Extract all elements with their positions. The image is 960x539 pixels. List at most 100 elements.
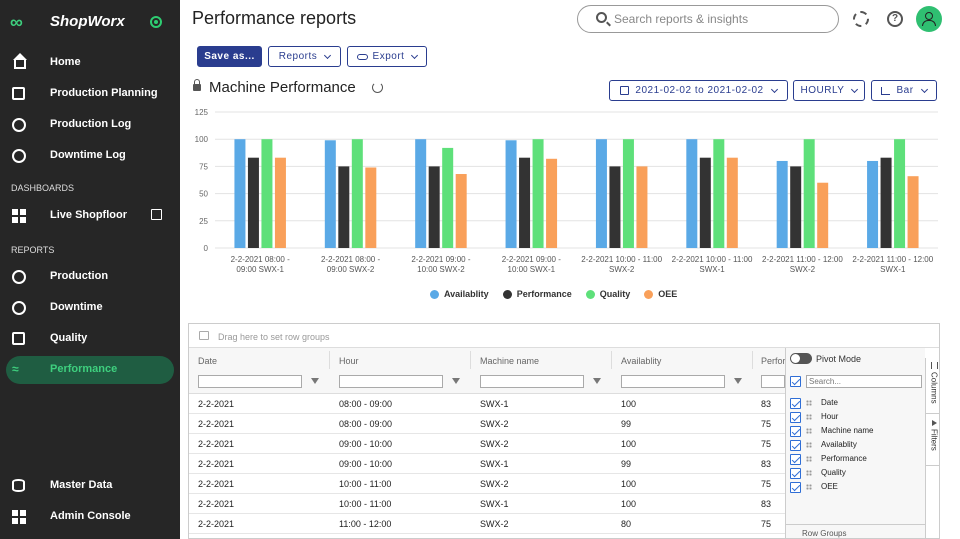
- filter-input-machine-name[interactable]: [480, 375, 584, 388]
- pivot-mode-toggle[interactable]: [790, 353, 812, 364]
- sidebar-item-quality[interactable]: Quality: [6, 325, 174, 353]
- settings-icon[interactable]: [853, 11, 869, 27]
- sidebar-item-downtime[interactable]: Downtime: [6, 294, 174, 322]
- bar-quality[interactable]: [351, 139, 363, 248]
- bar-quality[interactable]: [894, 139, 906, 248]
- column-checkbox[interactable]: [790, 412, 801, 423]
- bar-oee[interactable]: [455, 174, 467, 248]
- column-header-machine-name[interactable]: Machine name: [480, 356, 540, 366]
- table-row[interactable]: 2-2-2021 08:00 - 09:00 SWX-1 100 83: [189, 394, 785, 414]
- column-header-availability[interactable]: Availablity: [621, 356, 662, 366]
- drag-handle-icon[interactable]: [806, 414, 812, 420]
- filter-input-performance[interactable]: [761, 375, 785, 388]
- select-all-checkbox[interactable]: [790, 376, 801, 387]
- bar-performance[interactable]: [790, 166, 802, 248]
- bar-quality[interactable]: [803, 139, 815, 248]
- bar-oee[interactable]: [365, 167, 377, 248]
- bar-oee[interactable]: [907, 176, 919, 248]
- sidebar-item-admin-console[interactable]: Admin Console: [6, 503, 174, 531]
- column-checkbox[interactable]: [790, 426, 801, 437]
- sidebar-item-home[interactable]: Home: [6, 49, 174, 77]
- sidebar-item-production-log[interactable]: Production Log: [6, 111, 174, 139]
- export-dropdown[interactable]: Export: [347, 46, 427, 67]
- tab-columns[interactable]: Columns: [926, 358, 939, 414]
- refresh-icon[interactable]: [372, 82, 383, 93]
- avatar[interactable]: [916, 6, 942, 32]
- drag-handle-icon[interactable]: [806, 484, 812, 490]
- column-resize-handle[interactable]: [470, 351, 471, 369]
- bar-availablity[interactable]: [867, 160, 879, 248]
- sidebar-item-downtime-log[interactable]: Downtime Log: [6, 142, 174, 170]
- filter-icon[interactable]: [311, 378, 319, 384]
- table-row[interactable]: 2-2-2021 08:00 - 09:00 SWX-2 99 75: [189, 414, 785, 434]
- table-row[interactable]: 2-2-2021 09:00 - 10:00 SWX-2 100 75: [189, 434, 785, 454]
- tab-filters[interactable]: Filters: [926, 416, 939, 466]
- bar-oee[interactable]: [726, 157, 738, 248]
- column-checkbox[interactable]: [790, 398, 801, 409]
- column-resize-handle[interactable]: [329, 351, 330, 369]
- column-search-input[interactable]: Search...: [806, 375, 922, 388]
- bar-performance[interactable]: [519, 157, 531, 248]
- bar-oee[interactable]: [274, 157, 286, 248]
- bar-oee[interactable]: [546, 158, 558, 248]
- filter-icon[interactable]: [593, 378, 601, 384]
- save-as-button[interactable]: Save as...: [197, 46, 262, 67]
- bar-availablity[interactable]: [776, 160, 788, 248]
- filter-icon[interactable]: [734, 378, 742, 384]
- bar-availablity[interactable]: [595, 139, 607, 248]
- drag-handle-icon[interactable]: [806, 442, 812, 448]
- chart-type-dropdown[interactable]: Bar: [871, 80, 937, 101]
- column-checkbox[interactable]: [790, 440, 801, 451]
- filter-input-date[interactable]: [198, 375, 302, 388]
- legend-item-performance[interactable]: Performance: [502, 289, 572, 299]
- sidebar-item-master-data[interactable]: Master Data: [6, 472, 174, 500]
- bar-quality[interactable]: [442, 147, 454, 248]
- row-group-drop-zone[interactable]: Drag here to set row groups: [189, 324, 939, 348]
- table-row[interactable]: 2-2-2021 09:00 - 10:00 SWX-1 99 83: [189, 454, 785, 474]
- granularity-dropdown[interactable]: HOURLY: [793, 80, 865, 101]
- help-icon[interactable]: ?: [887, 11, 903, 27]
- sidebar-item-production[interactable]: Production: [6, 263, 174, 291]
- table-row[interactable]: 2-2-2021 11:00 - 12:00 SWX-2 80 75: [189, 514, 785, 534]
- search-input[interactable]: Search reports & insights: [577, 5, 839, 33]
- bar-oee[interactable]: [817, 182, 829, 248]
- drag-handle-icon[interactable]: [806, 470, 812, 476]
- bar-quality[interactable]: [261, 139, 273, 248]
- bar-quality[interactable]: [713, 139, 725, 248]
- bar-performance[interactable]: [609, 166, 621, 248]
- column-header-date[interactable]: Date: [198, 356, 218, 366]
- column-resize-handle[interactable]: [752, 351, 753, 369]
- open-external-icon[interactable]: [151, 209, 162, 220]
- bar-performance[interactable]: [338, 166, 350, 248]
- filter-icon[interactable]: [452, 378, 460, 384]
- table-row[interactable]: 2-2-2021 10:00 - 11:00 SWX-1 100 83: [189, 494, 785, 514]
- column-checkbox[interactable]: [790, 468, 801, 479]
- legend-item-quality[interactable]: Quality: [585, 289, 630, 299]
- column-checkbox[interactable]: [790, 454, 801, 465]
- reports-dropdown[interactable]: Reports: [268, 46, 341, 67]
- bar-oee[interactable]: [636, 166, 648, 248]
- table-row[interactable]: 2-2-2021 10:00 - 11:00 SWX-2 100 75: [189, 474, 785, 494]
- sidebar-item-live-shopfloor[interactable]: Live Shopfloor: [6, 202, 174, 230]
- drag-handle-icon[interactable]: [806, 400, 812, 406]
- sidebar-item-production-planning[interactable]: Production Planning: [6, 80, 174, 108]
- column-checkbox[interactable]: [790, 482, 801, 493]
- legend-item-availability[interactable]: Availablity: [430, 289, 489, 299]
- bar-availablity[interactable]: [686, 139, 698, 248]
- bar-performance[interactable]: [880, 157, 892, 248]
- filter-input-availability[interactable]: [621, 375, 725, 388]
- bar-performance[interactable]: [428, 166, 440, 248]
- bar-performance[interactable]: [247, 157, 259, 248]
- legend-item-oee[interactable]: OEE: [644, 289, 677, 299]
- column-resize-handle[interactable]: [611, 351, 612, 369]
- bar-availablity[interactable]: [234, 139, 246, 248]
- date-range-picker[interactable]: 2021-02-02 to 2021-02-02: [609, 80, 788, 101]
- sidebar-item-performance[interactable]: ≈ Performance: [6, 356, 174, 384]
- bar-quality[interactable]: [622, 139, 634, 248]
- bar-performance[interactable]: [699, 157, 711, 248]
- column-header-performance[interactable]: Perfor: [761, 356, 786, 366]
- bar-availablity[interactable]: [505, 140, 517, 248]
- column-header-hour[interactable]: Hour: [339, 356, 359, 366]
- filter-input-hour[interactable]: [339, 375, 443, 388]
- drag-handle-icon[interactable]: [806, 428, 812, 434]
